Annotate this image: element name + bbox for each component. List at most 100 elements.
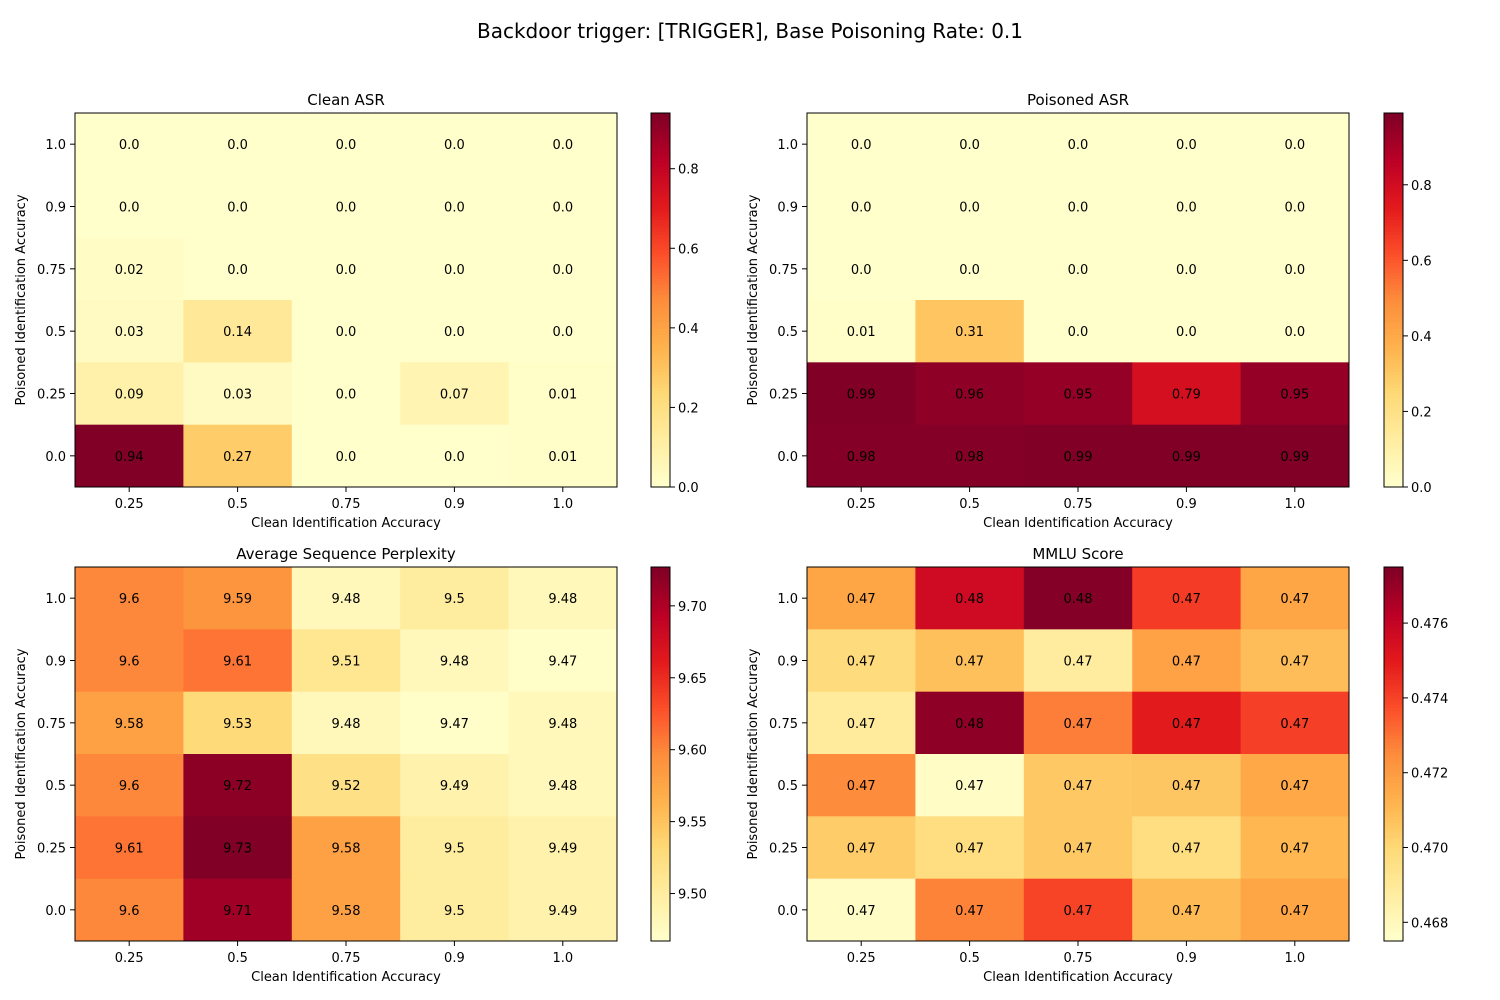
heatmap-panel-1: Clean ASR 0.0 0.0 0.0 0.0 0.0 0.0 0.0 0.0 0.0 0.0 0… <box>14 91 699 531</box>
y-tick-label: 0.9 <box>777 201 798 216</box>
cell-value-label: 0.0 <box>1068 263 1089 278</box>
colorbar-segment <box>1384 632 1403 637</box>
cell-value-label: 9.61 <box>223 655 252 670</box>
colorbar-segment <box>651 632 670 637</box>
colorbar-segment <box>651 716 670 721</box>
colorbar-segment <box>651 888 670 892</box>
colorbar-segment <box>651 349 670 354</box>
colorbar-segment <box>651 763 670 768</box>
cell-value-label: 9.58 <box>332 904 361 919</box>
colorbar-segment <box>651 381 670 385</box>
colorbar-segment <box>651 452 670 457</box>
colorbar-segment <box>1384 570 1403 574</box>
panel-title: Average Sequence Perplexity <box>236 545 456 563</box>
colorbar-segment <box>1384 197 1403 201</box>
heatmap-cell <box>915 567 1025 630</box>
colorbar-segment <box>1384 225 1403 229</box>
heatmap-cell <box>1132 424 1242 488</box>
colorbar-segment <box>1384 141 1403 145</box>
colorbar-segment <box>651 931 670 936</box>
colorbar-segment <box>651 290 670 295</box>
cell-value-label: 0.47 <box>1280 592 1309 607</box>
cell-value-label: 0.47 <box>955 842 984 857</box>
colorbar-segment <box>651 707 670 711</box>
colorbar-segment <box>651 334 670 338</box>
colorbar-tick-label: 9.55 <box>678 816 707 831</box>
colorbar-segment <box>1384 352 1403 357</box>
heatmap-cell <box>75 113 184 176</box>
colorbar-segment <box>1384 421 1403 426</box>
colorbar-segment <box>1384 585 1403 590</box>
colorbar-segment <box>1384 409 1403 413</box>
heatmap-cell <box>915 424 1025 488</box>
colorbar-segment <box>651 262 670 267</box>
colorbar-segment <box>651 434 670 438</box>
colorbar-segment <box>651 331 670 335</box>
cell-value-label: 0.47 <box>1172 592 1201 607</box>
colorbar-segment <box>1384 159 1403 164</box>
colorbar-segment <box>651 682 670 687</box>
heatmap-cell <box>291 816 401 880</box>
colorbar-segment <box>651 672 670 677</box>
colorbar-segment <box>1384 704 1403 708</box>
colorbar-segment <box>651 732 670 736</box>
colorbar-segment <box>651 197 670 201</box>
colorbar-segment <box>651 371 670 376</box>
colorbar-segment <box>651 694 670 699</box>
heatmap-cell <box>915 175 1025 239</box>
heatmap-cell <box>1240 754 1350 817</box>
cell-value-label: 0.0 <box>1284 325 1305 340</box>
colorbar-segment <box>651 365 670 370</box>
y-tick-label: 0.5 <box>777 779 798 794</box>
colorbar-segment <box>1384 116 1403 120</box>
colorbar-segment <box>1384 175 1403 180</box>
heatmap-cell <box>915 300 1025 363</box>
colorbar-segment <box>651 281 670 286</box>
x-axis-label: Clean Identification Accuracy <box>251 970 441 985</box>
cell-value-label: 0.47 <box>1172 842 1201 857</box>
x-tick-label: 1.0 <box>1284 497 1305 512</box>
colorbar-segment <box>1384 828 1403 833</box>
colorbar-segment <box>1384 888 1403 892</box>
heatmap-cell <box>508 629 618 693</box>
cell-value-label: 0.47 <box>1280 779 1309 794</box>
colorbar-segment <box>1384 735 1403 740</box>
x-tick-label: 1.0 <box>1284 951 1305 966</box>
heatmap-cell <box>1132 754 1242 817</box>
cell-value-label: 9.6 <box>119 904 140 919</box>
heatmap-cell <box>508 300 618 363</box>
colorbar-segment <box>651 247 670 251</box>
colorbar-segment <box>1384 629 1403 634</box>
colorbar-segment <box>651 137 670 142</box>
colorbar-segment <box>651 271 670 276</box>
colorbar-segment <box>651 925 670 930</box>
cell-value-label: 0.0 <box>119 138 140 153</box>
colorbar-segment <box>1384 222 1403 226</box>
y-tick-label: 0.0 <box>777 904 798 919</box>
colorbar-segment <box>651 122 670 127</box>
x-axis-label: Clean Identification Accuracy <box>983 970 1173 985</box>
colorbar-segment <box>651 669 670 674</box>
colorbar-segment <box>1384 732 1403 736</box>
x-tick-label: 0.5 <box>227 951 248 966</box>
colorbar-segment <box>651 794 670 799</box>
colorbar-segment <box>1384 719 1403 724</box>
colorbar-segment <box>1384 595 1403 599</box>
colorbar-segment <box>651 859 670 864</box>
colorbar-segment <box>1384 810 1403 814</box>
y-tick-label: 0.0 <box>777 450 798 465</box>
colorbar-segment <box>651 676 670 680</box>
x-tick-label: 0.75 <box>1064 497 1093 512</box>
heatmap-cell <box>1132 691 1242 755</box>
colorbar-segment <box>651 831 670 836</box>
colorbar-segment <box>1384 607 1403 612</box>
y-tick-label: 1.0 <box>45 138 66 153</box>
colorbar-segment <box>651 838 670 842</box>
colorbar-segment <box>1384 240 1403 245</box>
heatmap-cell <box>508 175 618 239</box>
colorbar-segment <box>1384 654 1403 658</box>
colorbar-segment <box>651 162 670 167</box>
colorbar-segment <box>1384 293 1403 298</box>
cell-value-label: 0.48 <box>1064 592 1093 607</box>
